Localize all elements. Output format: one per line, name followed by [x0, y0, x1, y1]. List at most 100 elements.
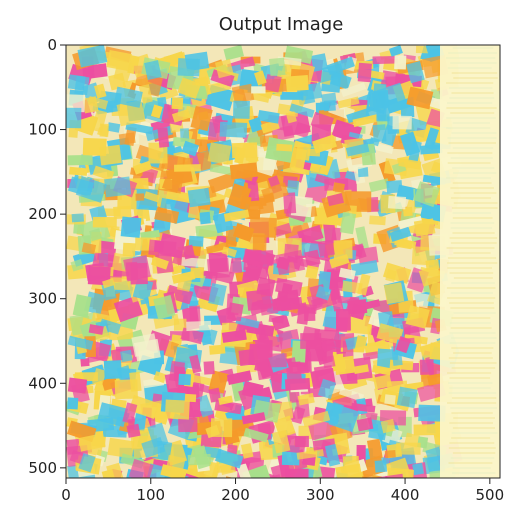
image-patch: [431, 89, 443, 99]
image-patch: [181, 140, 199, 157]
image-patch: [177, 77, 202, 99]
image-patch: [125, 261, 139, 281]
image-patch: [124, 126, 137, 146]
image-patch: [186, 320, 212, 331]
image-patch: [223, 209, 250, 222]
image-patch: [153, 371, 167, 384]
image-patch: [271, 430, 291, 454]
image-patch: [384, 450, 396, 459]
image-patch: [160, 464, 187, 478]
image-patch: [257, 109, 280, 124]
image-patch: [120, 216, 142, 238]
image-patch: [319, 154, 334, 176]
image-patch: [351, 402, 376, 413]
image-patch: [268, 353, 287, 368]
image-patch: [122, 242, 136, 257]
y-tick-label: 300: [28, 290, 57, 308]
image-patch: [161, 177, 181, 193]
image-patch: [150, 104, 163, 119]
image-patch: [67, 335, 94, 351]
image-patch: [374, 459, 388, 473]
y-tick-label: 100: [28, 121, 57, 139]
image-patch: [419, 359, 434, 375]
image-patch: [144, 60, 162, 80]
image-patch: [66, 235, 82, 251]
image-patch: [297, 392, 315, 406]
image-patch: [109, 277, 130, 291]
image-patch: [148, 142, 168, 164]
image-patch: [78, 453, 96, 473]
image-patch: [340, 82, 367, 98]
image-patch: [135, 193, 145, 201]
image-patch: [335, 309, 351, 331]
image-patch: [337, 96, 360, 109]
image-patch: [330, 71, 352, 90]
image-patch: [335, 463, 364, 478]
image-patch: [71, 213, 85, 223]
image-patch: [430, 477, 449, 478]
image-patch: [67, 397, 79, 410]
image-patch: [341, 280, 363, 294]
image-patch: [207, 142, 232, 165]
image-patch: [192, 374, 213, 386]
image-patch: [189, 354, 202, 374]
image-patch: [326, 56, 355, 76]
image-patch: [413, 181, 441, 208]
image-patch: [218, 395, 234, 406]
image-patch: [232, 100, 250, 119]
x-tick-label: 500: [476, 486, 505, 504]
image-patch: [140, 229, 160, 240]
y-axis: 0 100 200 300 400 500: [28, 36, 66, 477]
image-patch: [324, 443, 341, 467]
image-patch: [357, 273, 371, 296]
image-patch: [203, 361, 215, 375]
image-patch: [151, 256, 169, 270]
image-patch: [89, 228, 103, 242]
y-tick-label: 200: [28, 205, 57, 223]
image-patch: [346, 314, 373, 335]
image-patch: [67, 377, 88, 394]
image-patch: [199, 211, 211, 225]
image-patch: [177, 58, 200, 77]
image-patch: [208, 370, 229, 394]
image-patch: [215, 448, 244, 469]
image-patch: [232, 223, 255, 242]
image-patch: [329, 288, 344, 312]
image-patch: [195, 223, 223, 239]
y-tick-label: 500: [28, 459, 57, 477]
image-patch: [353, 364, 369, 375]
image-patch: [419, 144, 443, 155]
image-patch: [113, 295, 143, 323]
image-patch: [126, 423, 141, 438]
image-patch: [81, 242, 97, 255]
image-patch: [413, 424, 439, 436]
image-patch: [355, 226, 369, 250]
image-patch: [328, 403, 360, 433]
image-patch: [395, 336, 412, 354]
image-patch: [342, 377, 368, 392]
image-patch: [305, 265, 319, 280]
image-patch: [238, 349, 255, 367]
image-patch: [98, 144, 122, 166]
image-patch: [221, 246, 238, 258]
image-patch: [174, 164, 201, 172]
image-patch: [209, 344, 226, 355]
image-patch: [227, 302, 244, 322]
image-patch: [310, 53, 328, 72]
image-patch: [322, 355, 336, 369]
image-patch: [99, 123, 109, 137]
image-patch: [394, 55, 407, 70]
image-patch: [389, 226, 412, 242]
image-patch: [108, 72, 127, 91]
image-patch: [141, 436, 166, 458]
output-image: [66, 45, 500, 478]
image-patch: [420, 201, 447, 223]
image-patch: [372, 55, 398, 65]
image-patch: [398, 157, 422, 170]
image-patch: [272, 297, 300, 311]
image-patch: [376, 82, 406, 108]
image-patch: [104, 176, 132, 198]
image-patch: [241, 169, 254, 182]
image-patch: [226, 370, 252, 386]
